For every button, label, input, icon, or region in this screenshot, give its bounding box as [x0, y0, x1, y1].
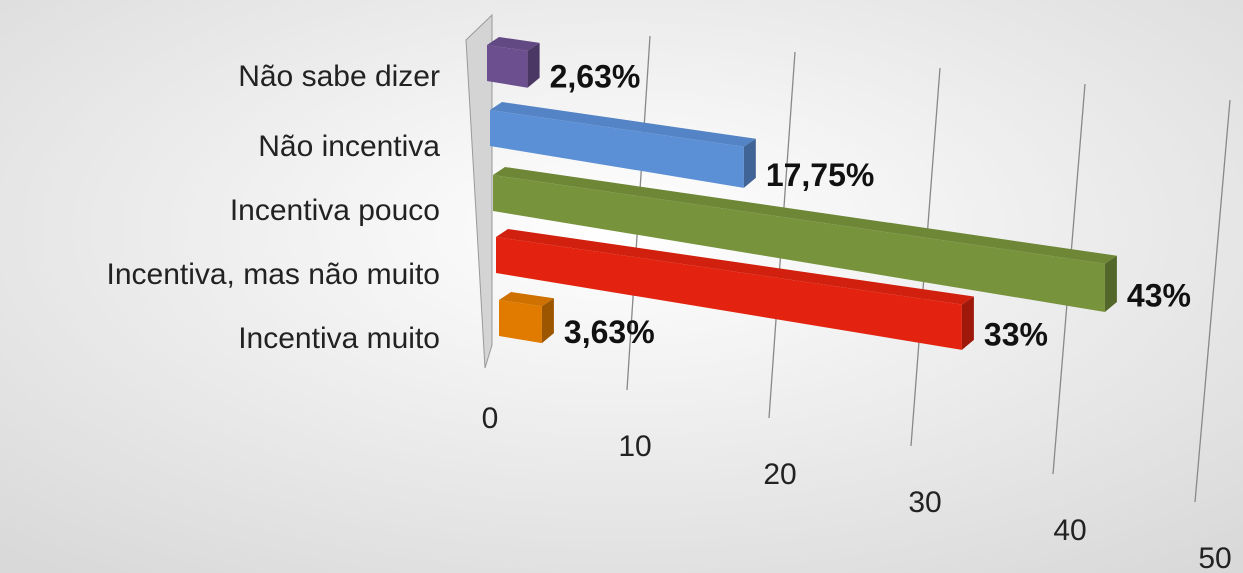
bar-front	[487, 45, 528, 88]
bar-front	[490, 110, 744, 188]
bar-top	[490, 102, 756, 147]
category-label: Incentiva muito	[238, 322, 440, 355]
category-label: Não sabe dizer	[238, 60, 440, 93]
category-label: Incentiva, mas não muito	[106, 258, 440, 291]
bar-side	[961, 296, 974, 350]
bar-front	[493, 175, 1105, 312]
bar	[493, 167, 1117, 312]
bar	[490, 102, 756, 188]
value-label: 2,63%	[550, 59, 641, 95]
value-label: 17,75%	[766, 157, 875, 193]
bar-front	[496, 237, 962, 350]
x-tick-label: 30	[908, 486, 941, 519]
x-tick-label: 40	[1053, 514, 1086, 547]
grid-line	[1194, 99, 1231, 503]
bar	[487, 37, 540, 88]
x-tick-label: 0	[482, 402, 499, 435]
bar-side	[541, 298, 554, 344]
bar-side	[743, 138, 756, 188]
category-label: Não incentiva	[258, 130, 440, 163]
bar	[499, 292, 554, 344]
x-tick-label: 10	[618, 430, 651, 463]
x-tick-label: 50	[1198, 542, 1231, 573]
bar-front	[499, 300, 542, 344]
x-tick-label: 20	[763, 458, 796, 491]
bar-top	[496, 229, 974, 305]
value-label: 33%	[984, 317, 1048, 353]
bar	[496, 229, 974, 350]
bar-top	[499, 292, 554, 307]
bar-top	[487, 37, 540, 51]
value-label: 43%	[1127, 277, 1191, 313]
value-label: 3,63%	[564, 314, 655, 350]
bar-side	[527, 42, 540, 88]
bar-side	[1104, 255, 1117, 312]
category-label: Incentiva pouco	[230, 194, 440, 227]
back-wall	[465, 13, 493, 369]
bar-top	[493, 167, 1117, 264]
